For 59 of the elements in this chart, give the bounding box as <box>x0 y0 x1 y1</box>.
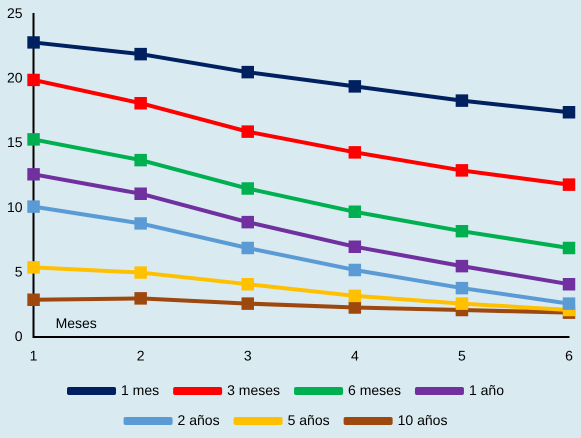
point <box>27 168 40 181</box>
legend-label: 1 mes <box>121 382 160 398</box>
point <box>456 260 468 272</box>
point <box>456 224 468 238</box>
x-tick-label: 3 <box>244 347 252 364</box>
y-tick-label: 25 <box>6 4 23 21</box>
point <box>27 36 40 49</box>
point <box>348 80 362 93</box>
point <box>242 66 254 78</box>
point <box>456 297 468 310</box>
legend-label: 2 años <box>178 412 220 428</box>
annotation: Meses <box>56 315 97 332</box>
legend-label: 5 años <box>288 412 330 428</box>
x-tick-label: 1 <box>30 347 38 364</box>
point <box>562 242 576 254</box>
point <box>456 164 468 177</box>
point <box>348 146 362 159</box>
point <box>27 133 40 146</box>
point <box>27 293 40 306</box>
point <box>562 178 576 191</box>
y-tick-label: 15 <box>6 134 23 150</box>
x-tick-label: 2 <box>136 347 145 364</box>
y-tick-label: 5 <box>14 263 23 280</box>
x-tick-label: 5 <box>458 347 466 364</box>
point <box>456 94 468 107</box>
legend-label: 1 año <box>468 382 504 398</box>
point <box>27 74 40 86</box>
point <box>348 240 362 253</box>
y-tick-label: 20 <box>6 70 23 86</box>
y-tick-label: 10 <box>6 198 23 215</box>
point <box>27 261 40 274</box>
point <box>348 206 362 218</box>
legend-label: 10 años <box>398 412 448 428</box>
point <box>242 216 254 228</box>
point <box>348 264 362 276</box>
legend-label: 3 meses <box>227 382 280 398</box>
point <box>134 266 147 279</box>
point <box>242 182 254 195</box>
point <box>562 106 576 118</box>
point <box>242 125 254 138</box>
point <box>134 292 147 305</box>
point <box>456 282 468 294</box>
point <box>562 297 576 310</box>
point <box>242 297 254 310</box>
point <box>348 290 362 302</box>
point <box>27 200 40 213</box>
point <box>242 242 254 254</box>
point <box>134 96 147 110</box>
point <box>134 217 147 230</box>
point <box>134 187 147 200</box>
point <box>242 278 254 290</box>
point <box>562 278 576 290</box>
point <box>134 48 147 60</box>
x-tick-label: 4 <box>350 347 359 364</box>
y-tick-label: 0 <box>14 328 23 344</box>
point <box>348 301 362 314</box>
point <box>134 154 147 166</box>
x-tick-label: 6 <box>565 347 574 364</box>
legend-label: 6 meses <box>348 382 401 398</box>
